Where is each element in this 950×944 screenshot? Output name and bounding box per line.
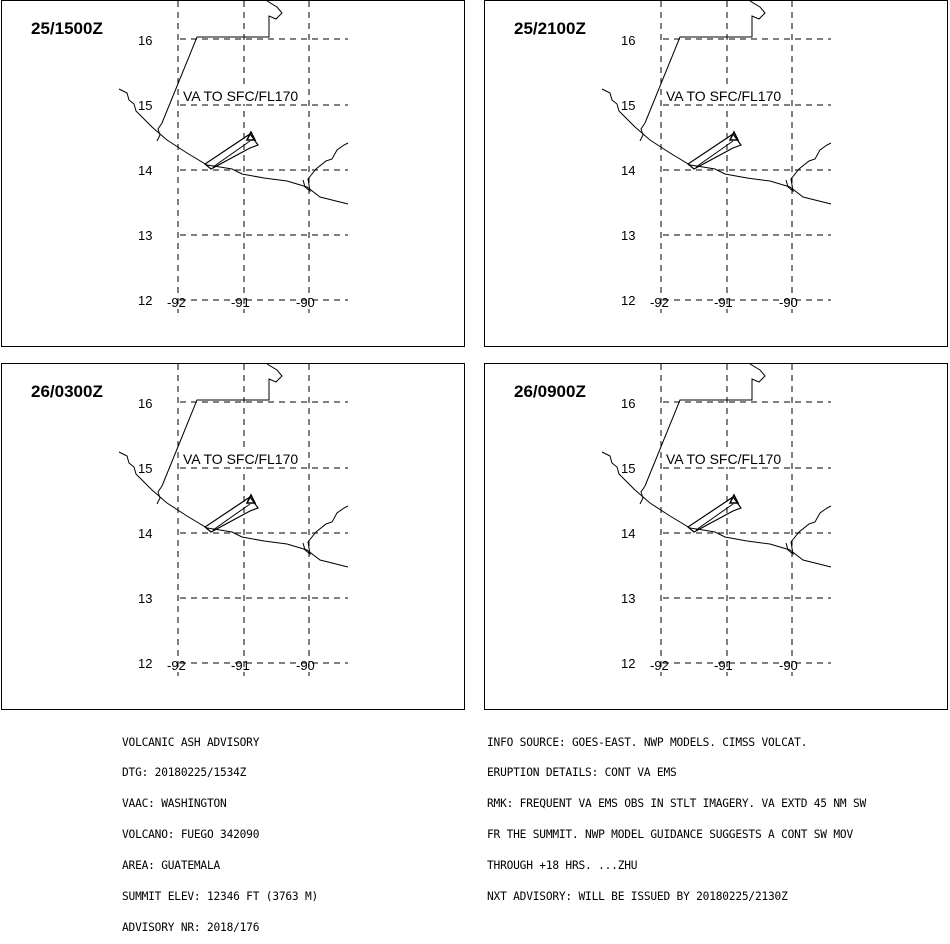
panel-time-label: 26/0300Z (31, 382, 103, 401)
ash-height-label: VA TO SFC/FL170 (182, 451, 300, 467)
advisory-line: DTG: 20180225/1534Z (122, 766, 247, 780)
border-line (302, 505, 349, 556)
forecast-panel-3: 26/0300Z VA TO SFC/FL170 16 15 14 13 12 … (1, 363, 465, 710)
lat-label-15: 15 (138, 461, 153, 476)
lat-label-14: 14 (138, 526, 153, 541)
forecast-panel-2: 25/2100Z VA TO SFC/FL170 16 15 14 13 12 … (484, 0, 948, 347)
border-line (785, 142, 832, 193)
lon-label-92: -92 (167, 658, 186, 673)
border-line (156, 122, 163, 142)
lon-label-91: -91 (231, 295, 250, 310)
border-line (785, 505, 832, 556)
lat-label-16: 16 (621, 33, 636, 48)
lat-label-16: 16 (138, 396, 153, 411)
volcano-triangle-icon (728, 493, 740, 504)
lon-label-91: -91 (714, 295, 733, 310)
ash-plume-polygon (695, 140, 734, 168)
lat-label-14: 14 (138, 163, 153, 178)
lon-label-91: -91 (231, 658, 250, 673)
ash-plume-polygon (203, 496, 259, 533)
lat-label-13: 13 (621, 591, 636, 606)
lon-label-91: -91 (714, 658, 733, 673)
border-line (644, 1, 766, 124)
border-line (161, 1, 283, 124)
forecast-panel-4: 26/0900Z VA TO SFC/FL170 16 15 14 13 12 … (484, 363, 948, 710)
border-line (156, 485, 163, 505)
advisory-line: NXT ADVISORY: WILL BE ISSUED BY 20180225… (487, 890, 788, 904)
lat-label-12: 12 (621, 656, 636, 671)
volcano-triangle-icon (245, 130, 257, 141)
coastline (118, 451, 349, 568)
lat-label-15: 15 (621, 98, 636, 113)
ash-height-label: VA TO SFC/FL170 (665, 88, 783, 104)
coastline (601, 88, 832, 205)
advisory-line: VOLCANO: FUEGO 342090 (122, 828, 260, 842)
volcano-triangle-icon (245, 493, 257, 504)
lat-label-15: 15 (138, 98, 153, 113)
ash-plume-polygon (203, 133, 259, 170)
lat-label-13: 13 (621, 228, 636, 243)
lat-label-13: 13 (138, 591, 153, 606)
border-line (302, 142, 349, 193)
map-graphic (118, 1, 349, 313)
lat-label-12: 12 (621, 293, 636, 308)
lat-label-14: 14 (621, 163, 636, 178)
ash-plume-polygon (686, 133, 742, 170)
ash-plume-polygon (695, 503, 734, 531)
advisory-line: ERUPTION DETAILS: CONT VA EMS (487, 766, 677, 780)
border-line (639, 122, 646, 142)
lat-label-14: 14 (621, 526, 636, 541)
advisory-line: AREA: GUATEMALA (122, 859, 221, 873)
advisory-details-block: INFO SOURCE: GOES-EAST. NWP MODELS. CIMS… (487, 717, 866, 913)
map-graphic (118, 364, 349, 676)
advisory-line: ADVISORY NR: 2018/176 (122, 920, 260, 934)
lon-label-90: -90 (779, 295, 798, 310)
coastline (601, 451, 832, 568)
border-line (639, 485, 646, 505)
lat-label-12: 12 (138, 656, 153, 671)
panel-time-label: 25/1500Z (31, 19, 103, 38)
panel-time-label: 25/2100Z (514, 19, 586, 38)
ash-plume-polygon (212, 140, 251, 168)
lat-label-12: 12 (138, 293, 153, 308)
border-line (161, 364, 283, 487)
lon-label-90: -90 (779, 658, 798, 673)
advisory-header-block: VOLCANIC ASH ADVISORY DTG: 20180225/1534… (122, 717, 318, 944)
ash-plume-polygon (212, 503, 251, 531)
ash-height-label: VA TO SFC/FL170 (665, 451, 783, 467)
advisory-line: INFO SOURCE: GOES-EAST. NWP MODELS. CIMS… (487, 735, 808, 749)
ash-plume-polygon (686, 496, 742, 533)
advisory-line: VAAC: WASHINGTON (122, 797, 227, 811)
map-graphic (601, 364, 832, 676)
lon-label-92: -92 (650, 658, 669, 673)
advisory-line: FR THE SUMMIT. NWP MODEL GUIDANCE SUGGES… (487, 828, 853, 842)
coastline (118, 88, 349, 205)
lon-label-90: -90 (296, 295, 315, 310)
advisory-line: RMK: FREQUENT VA EMS OBS IN STLT IMAGERY… (487, 797, 867, 811)
lat-label-13: 13 (138, 228, 153, 243)
ash-height-label: VA TO SFC/FL170 (182, 88, 300, 104)
map-graphic (601, 1, 832, 313)
lat-label-15: 15 (621, 461, 636, 476)
lon-label-92: -92 (167, 295, 186, 310)
advisory-line: SUMMIT ELEV: 12346 FT (3763 M) (122, 890, 319, 904)
advisory-line: VOLCANIC ASH ADVISORY (122, 735, 260, 749)
panel-time-label: 26/0900Z (514, 382, 586, 401)
lon-label-92: -92 (650, 295, 669, 310)
volcano-triangle-icon (728, 130, 740, 141)
lat-label-16: 16 (621, 396, 636, 411)
forecast-panel-1: 25/1500Z VA TO SFC/FL170 16 15 14 13 12 … (1, 0, 465, 347)
lat-label-16: 16 (138, 33, 153, 48)
advisory-line: THROUGH +18 HRS. ...ZHU (487, 859, 638, 873)
border-line (644, 364, 766, 487)
lon-label-90: -90 (296, 658, 315, 673)
